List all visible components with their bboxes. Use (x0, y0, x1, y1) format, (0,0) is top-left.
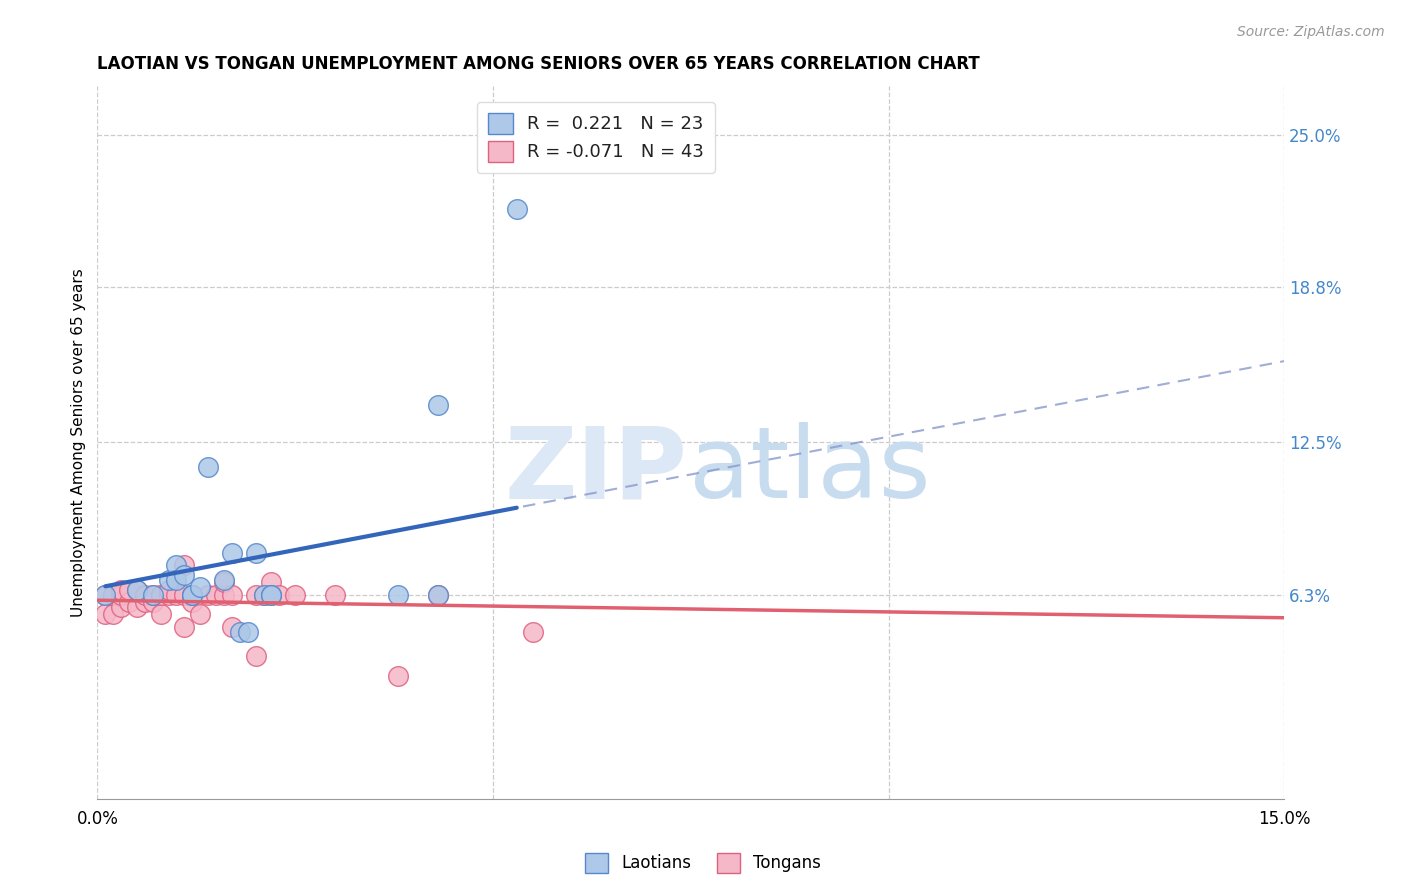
Point (245, 546, 267, 560)
Point (94, 588, 117, 602)
Point (426, 588, 449, 602)
Y-axis label: Unemployment Among Seniors over 65 years: Unemployment Among Seniors over 65 years (72, 268, 86, 616)
Text: ZIP: ZIP (505, 422, 688, 519)
Point (188, 607, 211, 622)
Point (181, 595, 204, 609)
Point (149, 607, 172, 622)
Point (94, 607, 117, 622)
Point (101, 607, 124, 622)
Point (426, 588, 449, 602)
Point (181, 588, 204, 602)
Point (221, 588, 243, 602)
Point (212, 588, 235, 602)
Point (221, 620, 243, 634)
Point (157, 582, 180, 597)
Point (221, 546, 243, 560)
Point (166, 558, 188, 573)
Point (173, 558, 195, 573)
Point (166, 573, 188, 587)
Point (260, 575, 283, 590)
Point (387, 669, 409, 683)
Point (506, 202, 529, 216)
Point (197, 459, 219, 474)
Point (142, 588, 165, 602)
Point (125, 582, 148, 597)
Point (284, 588, 307, 602)
Point (157, 588, 180, 602)
Point (118, 582, 141, 597)
Text: atlas: atlas (689, 422, 931, 519)
Point (260, 588, 283, 602)
Point (323, 588, 346, 602)
Point (134, 588, 156, 602)
Point (245, 588, 267, 602)
Text: Source: ZipAtlas.com: Source: ZipAtlas.com (1237, 25, 1385, 39)
Point (110, 600, 132, 615)
Point (149, 588, 172, 602)
Point (125, 582, 148, 597)
Point (134, 595, 156, 609)
Point (188, 580, 211, 594)
Point (197, 588, 219, 602)
Point (229, 624, 252, 639)
Point (173, 620, 195, 634)
Point (157, 573, 180, 587)
Point (387, 588, 409, 602)
Point (173, 588, 195, 602)
Point (205, 588, 228, 602)
Point (212, 575, 235, 590)
Point (118, 595, 141, 609)
Legend: R =  0.221   N = 23, R = -0.071   N = 43: R = 0.221 N = 23, R = -0.071 N = 43 (477, 102, 716, 172)
Point (252, 588, 274, 602)
Point (426, 399, 449, 413)
Point (149, 588, 172, 602)
Point (212, 573, 235, 587)
Legend: Laotians, Tongans: Laotians, Tongans (578, 847, 828, 880)
Point (181, 588, 204, 602)
Point (522, 624, 544, 639)
Point (142, 595, 165, 609)
Text: LAOTIAN VS TONGAN UNEMPLOYMENT AMONG SENIORS OVER 65 YEARS CORRELATION CHART: LAOTIAN VS TONGAN UNEMPLOYMENT AMONG SEN… (97, 55, 980, 73)
Point (173, 568, 195, 582)
Point (110, 582, 132, 597)
Point (142, 588, 165, 602)
Point (181, 588, 204, 602)
Point (245, 649, 267, 664)
Point (94, 588, 117, 602)
Point (110, 588, 132, 602)
Point (260, 588, 283, 602)
Point (236, 624, 259, 639)
Point (269, 588, 291, 602)
Point (166, 588, 188, 602)
Point (101, 588, 124, 602)
Point (125, 600, 148, 615)
Point (252, 588, 274, 602)
